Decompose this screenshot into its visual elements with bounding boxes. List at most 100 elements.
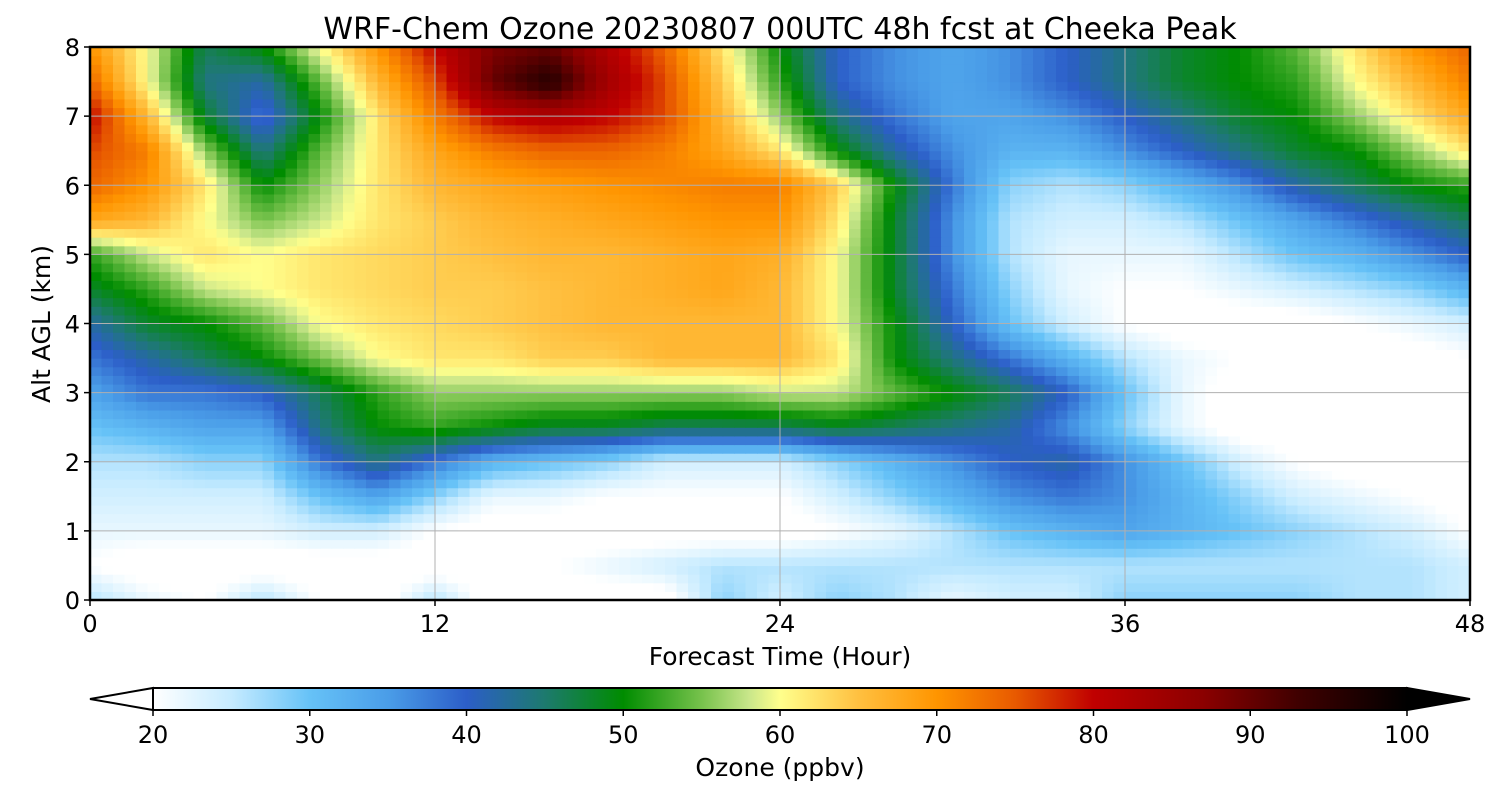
- heatmap-cell: [331, 237, 344, 247]
- heatmap-cell: [228, 565, 241, 575]
- heatmap-cell: [1251, 530, 1264, 541]
- heatmap-cell: [193, 340, 206, 351]
- heatmap-cell: [193, 314, 206, 325]
- heatmap-cell: [492, 530, 505, 541]
- heatmap-cell: [1355, 530, 1368, 541]
- heatmap-cell: [573, 504, 586, 515]
- heatmap-cell: [1125, 444, 1138, 454]
- heatmap-cell: [515, 427, 528, 437]
- heatmap-cell: [872, 479, 885, 489]
- heatmap-cell: [1320, 392, 1333, 402]
- heatmap-cell: [308, 409, 321, 420]
- heatmap-cell: [239, 383, 252, 394]
- heatmap-cell: [147, 375, 160, 385]
- heatmap-cell: [1366, 401, 1379, 411]
- heatmap-cell: [975, 574, 988, 584]
- heatmap-cell: [1297, 271, 1310, 281]
- heatmap-cell: [1090, 479, 1103, 489]
- heatmap-cell: [1297, 263, 1310, 273]
- heatmap-cell: [1332, 401, 1345, 411]
- heatmap-cell: [354, 297, 367, 307]
- heatmap-cell: [1148, 358, 1161, 368]
- heatmap-cell: [1343, 530, 1356, 541]
- heatmap-cell: [1056, 479, 1069, 489]
- heatmap-cell: [1412, 332, 1425, 342]
- heatmap-cell: [1309, 409, 1322, 420]
- heatmap-cell: [458, 280, 471, 290]
- heatmap-cell: [389, 539, 402, 549]
- heatmap-cell: [561, 556, 574, 567]
- heatmap-cell: [803, 565, 816, 575]
- heatmap-cell: [124, 513, 137, 523]
- heatmap-cell: [734, 366, 747, 376]
- heatmap-cell: [504, 383, 517, 394]
- heatmap-cell: [1424, 513, 1437, 523]
- heatmap-cell: [895, 254, 908, 264]
- heatmap-cell: [929, 582, 942, 592]
- heatmap-cell: [515, 461, 528, 471]
- heatmap-cell: [1056, 461, 1069, 471]
- heatmap-cell: [630, 504, 643, 515]
- heatmap-cell: [883, 487, 896, 497]
- heatmap-cell: [1159, 340, 1172, 351]
- heatmap-cell: [354, 306, 367, 316]
- heatmap-cell: [538, 349, 551, 359]
- heatmap-cell: [837, 470, 850, 480]
- heatmap-cell: [1320, 539, 1333, 549]
- heatmap-cell: [1044, 323, 1057, 333]
- heatmap-cell: [688, 323, 701, 333]
- heatmap-cell: [676, 306, 689, 316]
- heatmap-cell: [1182, 574, 1195, 584]
- heatmap-cell: [147, 504, 160, 515]
- heatmap-cell: [515, 280, 528, 290]
- heatmap-cell: [331, 461, 344, 471]
- heatmap-cell: [975, 418, 988, 428]
- heatmap-cell: [262, 418, 275, 428]
- heatmap-cell: [964, 530, 977, 541]
- heatmap-cell: [481, 340, 494, 351]
- heatmap-cell: [550, 245, 563, 255]
- heatmap-cell: [366, 548, 379, 558]
- heatmap-cell: [205, 418, 218, 428]
- heatmap-cell: [1102, 383, 1115, 394]
- heatmap-cell: [1343, 288, 1356, 299]
- heatmap-cell: [550, 280, 563, 290]
- heatmap-cell: [366, 427, 379, 437]
- heatmap-cell: [860, 556, 873, 567]
- heatmap-cell: [458, 574, 471, 584]
- heatmap-cell: [1320, 383, 1333, 394]
- heatmap-cell: [780, 513, 793, 523]
- heatmap-cell: [239, 263, 252, 273]
- heatmap-cell: [837, 427, 850, 437]
- heatmap-cell: [159, 453, 172, 463]
- heatmap-cell: [734, 401, 747, 411]
- heatmap-cell: [757, 358, 770, 368]
- heatmap-cell: [584, 461, 597, 471]
- heatmap-cell: [1021, 591, 1034, 600]
- heatmap-cell: [619, 453, 632, 463]
- heatmap-cell: [1125, 513, 1138, 523]
- heatmap-cell: [906, 453, 919, 463]
- heatmap-cell: [561, 332, 574, 342]
- heatmap-cell: [630, 314, 643, 325]
- heatmap-cell: [987, 271, 1000, 281]
- heatmap-cell: [320, 349, 333, 359]
- heatmap-cell: [1332, 340, 1345, 351]
- heatmap-cell: [90, 530, 103, 541]
- heatmap-cell: [895, 263, 908, 273]
- heatmap-cell: [538, 470, 551, 480]
- heatmap-cell: [262, 444, 275, 454]
- heatmap-cell: [1194, 349, 1207, 359]
- heatmap-cell: [538, 297, 551, 307]
- heatmap-cell: [1205, 487, 1218, 497]
- heatmap-cell: [1148, 297, 1161, 307]
- heatmap-cell: [1389, 504, 1402, 515]
- heatmap-cell: [469, 513, 482, 523]
- heatmap-cell: [1044, 418, 1057, 428]
- heatmap-cell: [1136, 574, 1149, 584]
- heatmap-cell: [101, 453, 114, 463]
- heatmap-cell: [1320, 280, 1333, 290]
- heatmap-cell: [1090, 513, 1103, 523]
- heatmap-cell: [90, 323, 103, 333]
- heatmap-cell: [182, 479, 195, 489]
